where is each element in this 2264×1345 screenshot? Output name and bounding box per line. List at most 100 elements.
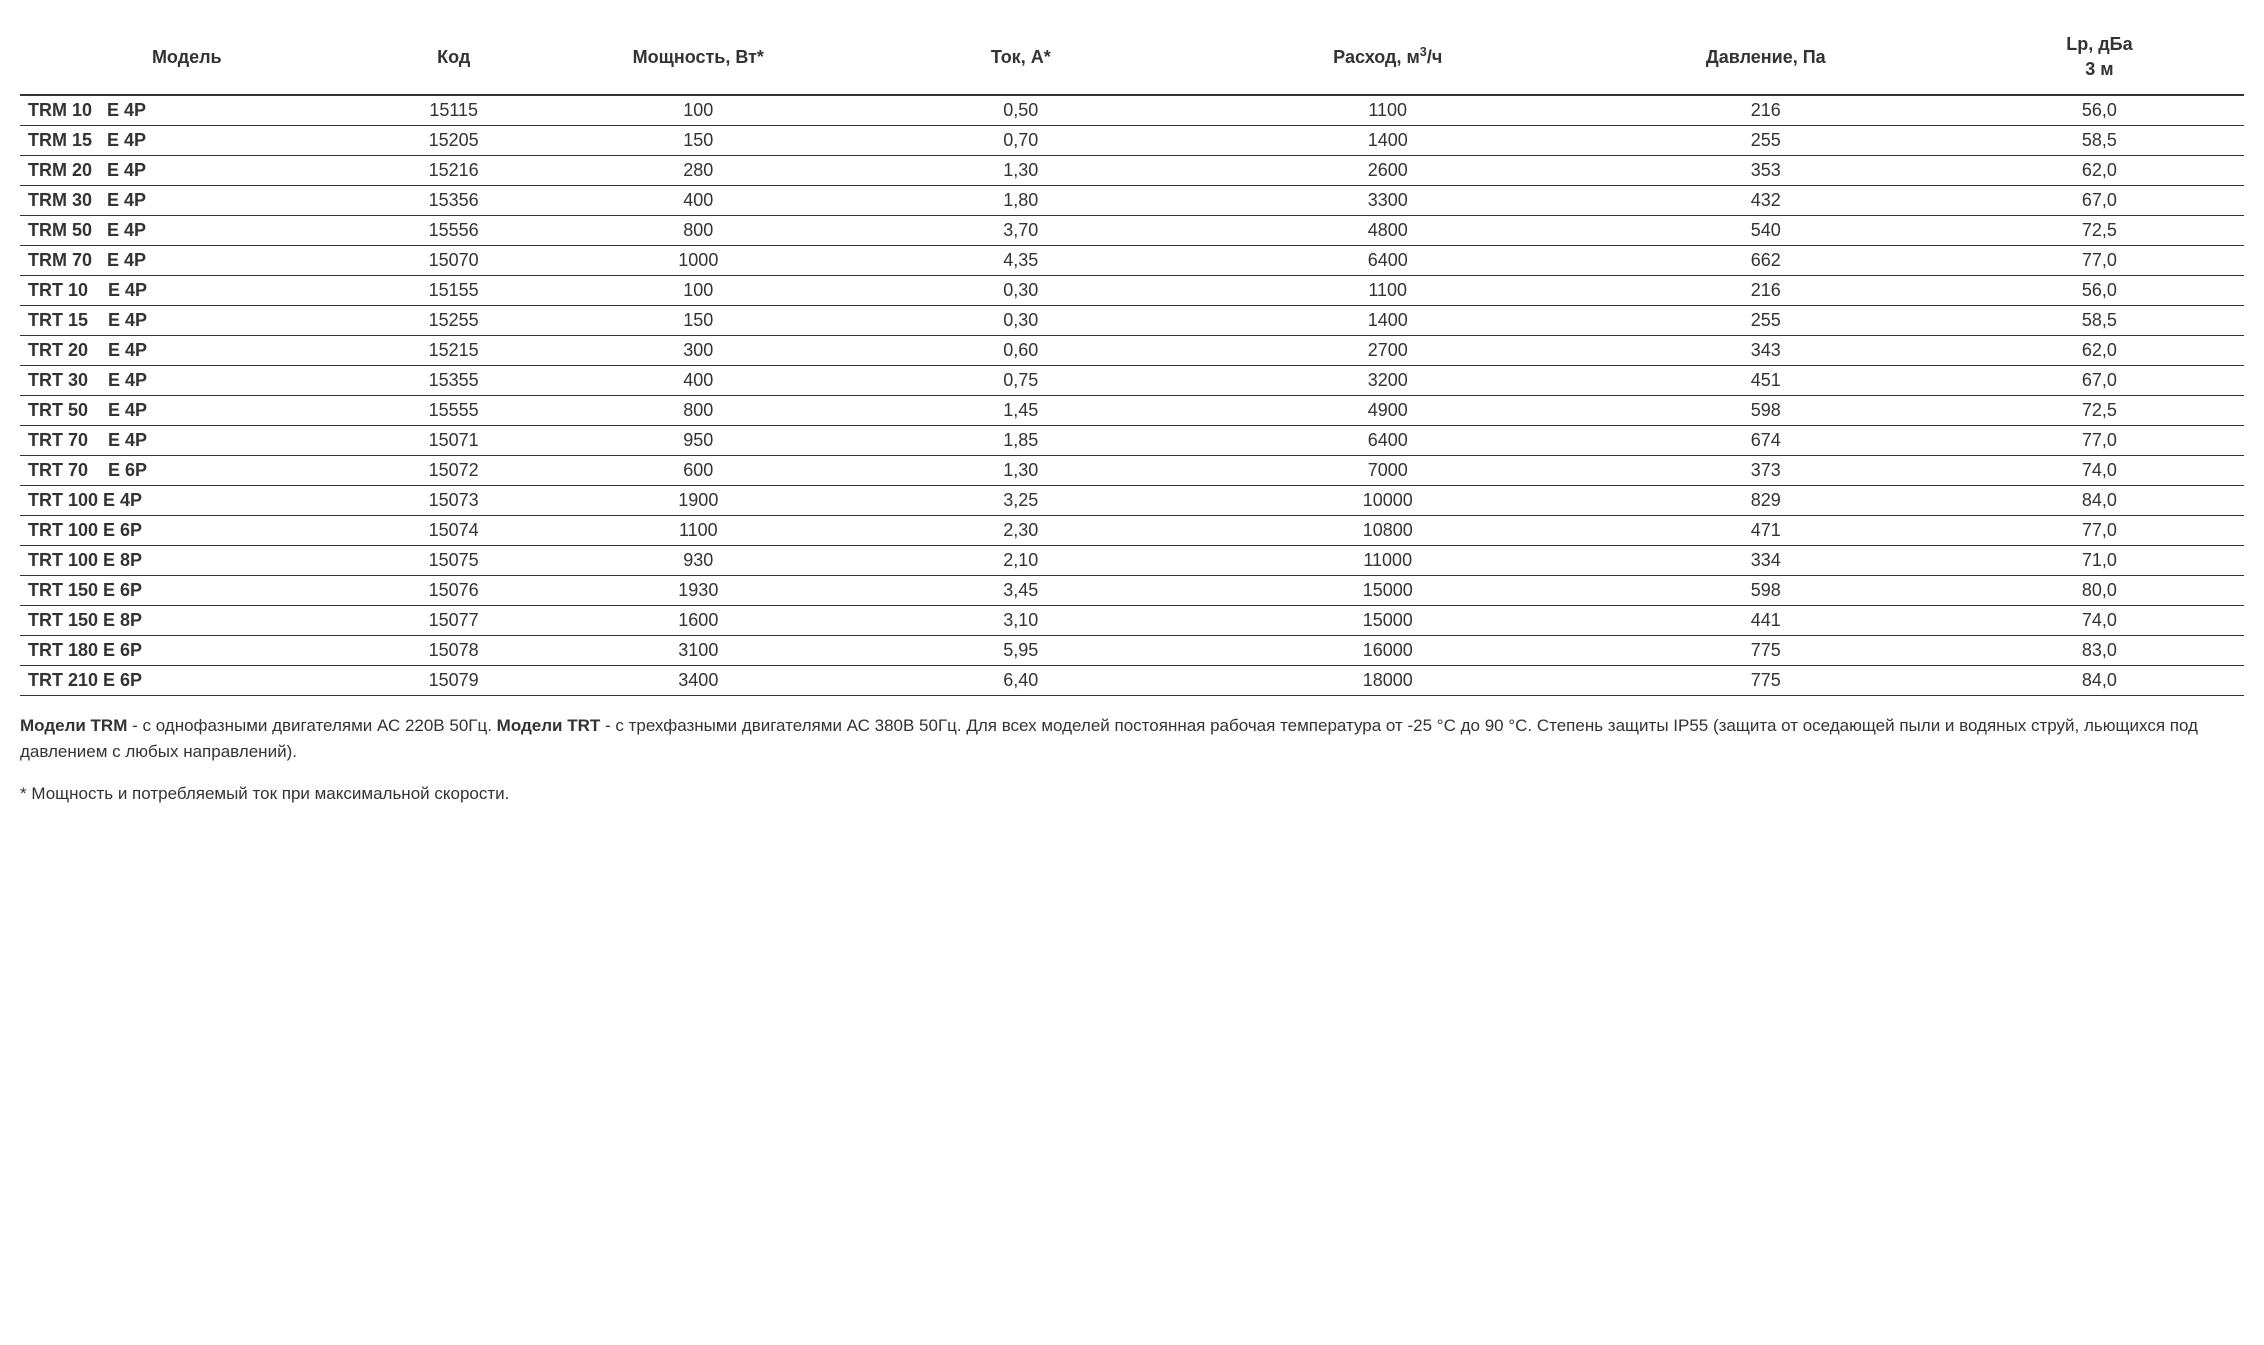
table-row: TRT 15 E 4P152551500,30140025558,5	[20, 306, 2244, 336]
table-cell: 280	[554, 156, 843, 186]
table-cell: 255	[1577, 306, 1955, 336]
table-cell: 432	[1577, 186, 1955, 216]
table-cell: 6400	[1199, 246, 1577, 276]
table-row: TRM 50 E 4P155568003,70480054072,5	[20, 216, 2244, 246]
table-cell: 150	[554, 126, 843, 156]
table-cell: 829	[1577, 486, 1955, 516]
table-cell: TRT 150 E 6P	[20, 576, 354, 606]
table-cell: 540	[1577, 216, 1955, 246]
table-cell: 0,70	[843, 126, 1199, 156]
table-cell: 2700	[1199, 336, 1577, 366]
table-cell: 72,5	[1955, 216, 2244, 246]
table-cell: 1,30	[843, 156, 1199, 186]
footnote: Модели TRM - с однофазными двигателями А…	[20, 713, 2244, 807]
table-cell: 15077	[354, 606, 554, 636]
table-row: TRT 180 E 6P1507831005,951600077583,0	[20, 636, 2244, 666]
table-cell: 15216	[354, 156, 554, 186]
table-cell: 950	[554, 426, 843, 456]
table-cell: 67,0	[1955, 366, 2244, 396]
footnote-trt-label: Модели TRT	[497, 716, 601, 735]
table-cell: 255	[1577, 126, 1955, 156]
spec-table: Модель Код Мощность, Вт* Ток, А* Расход,…	[20, 20, 2244, 696]
table-cell: 72,5	[1955, 396, 2244, 426]
table-cell: 3,25	[843, 486, 1199, 516]
table-cell: 15078	[354, 636, 554, 666]
table-cell: 67,0	[1955, 186, 2244, 216]
table-cell: 84,0	[1955, 486, 2244, 516]
table-row: TRT 150 E 8P1507716003,101500044174,0	[20, 606, 2244, 636]
table-cell: 15555	[354, 396, 554, 426]
table-cell: TRT 100 E 8P	[20, 546, 354, 576]
table-row: TRT 10 E 4P151551000,30110021656,0	[20, 276, 2244, 306]
table-cell: 58,5	[1955, 126, 2244, 156]
table-cell: TRT 210 E 6P	[20, 666, 354, 696]
table-cell: 0,30	[843, 276, 1199, 306]
table-cell: TRM 70 E 4P	[20, 246, 354, 276]
table-cell: 3,45	[843, 576, 1199, 606]
table-cell: 15070	[354, 246, 554, 276]
table-cell: 775	[1577, 636, 1955, 666]
table-cell: 74,0	[1955, 606, 2244, 636]
table-cell: TRT 150 E 8P	[20, 606, 354, 636]
table-cell: 15556	[354, 216, 554, 246]
table-cell: 1100	[1199, 95, 1577, 126]
table-cell: 1400	[1199, 306, 1577, 336]
table-cell: 150	[554, 306, 843, 336]
table-cell: 83,0	[1955, 636, 2244, 666]
table-cell: 58,5	[1955, 306, 2244, 336]
table-cell: 800	[554, 396, 843, 426]
table-cell: 400	[554, 186, 843, 216]
table-cell: 4800	[1199, 216, 1577, 246]
table-cell: 56,0	[1955, 95, 2244, 126]
table-cell: 930	[554, 546, 843, 576]
table-cell: 1400	[1199, 126, 1577, 156]
table-cell: 400	[554, 366, 843, 396]
table-cell: 11000	[1199, 546, 1577, 576]
table-cell: 6400	[1199, 426, 1577, 456]
table-cell: 10000	[1199, 486, 1577, 516]
table-cell: 3400	[554, 666, 843, 696]
table-cell: 74,0	[1955, 456, 2244, 486]
table-cell: 15000	[1199, 606, 1577, 636]
table-cell: 662	[1577, 246, 1955, 276]
table-row: TRT 70 E 6P150726001,30700037374,0	[20, 456, 2244, 486]
table-cell: 84,0	[1955, 666, 2244, 696]
table-cell: 100	[554, 95, 843, 126]
table-cell: 216	[1577, 95, 1955, 126]
footnote-models: Модели TRM - с однофазными двигателями А…	[20, 713, 2244, 764]
table-cell: 598	[1577, 396, 1955, 426]
table-cell: TRM 20 E 4P	[20, 156, 354, 186]
col-header-sound: Lp, дБа3 м	[1955, 20, 2244, 95]
table-cell: 15074	[354, 516, 554, 546]
table-cell: 674	[1577, 426, 1955, 456]
table-cell: 15155	[354, 276, 554, 306]
footnote-trm-text: - с однофазными двигателями АС 220В 50Гц…	[127, 716, 496, 735]
table-row: TRT 70 E 4P150719501,85640067477,0	[20, 426, 2244, 456]
col-header-current: Ток, А*	[843, 20, 1199, 95]
table-cell: 3,70	[843, 216, 1199, 246]
table-cell: 77,0	[1955, 426, 2244, 456]
header-row: Модель Код Мощность, Вт* Ток, А* Расход,…	[20, 20, 2244, 95]
table-cell: 15115	[354, 95, 554, 126]
col-header-code: Код	[354, 20, 554, 95]
table-cell: TRT 100 E 6P	[20, 516, 354, 546]
table-cell: 343	[1577, 336, 1955, 366]
table-cell: 4900	[1199, 396, 1577, 426]
table-cell: 4,35	[843, 246, 1199, 276]
table-cell: 15076	[354, 576, 554, 606]
table-cell: TRT 20 E 4P	[20, 336, 354, 366]
table-cell: 16000	[1199, 636, 1577, 666]
table-cell: 18000	[1199, 666, 1577, 696]
table-cell: TRM 50 E 4P	[20, 216, 354, 246]
table-cell: 0,30	[843, 306, 1199, 336]
table-cell: 1100	[1199, 276, 1577, 306]
table-cell: 3100	[554, 636, 843, 666]
table-cell: 15071	[354, 426, 554, 456]
table-cell: 15075	[354, 546, 554, 576]
table-cell: 80,0	[1955, 576, 2244, 606]
table-row: TRT 50 E 4P155558001,45490059872,5	[20, 396, 2244, 426]
table-cell: 1,80	[843, 186, 1199, 216]
table-cell: 2600	[1199, 156, 1577, 186]
table-cell: 3300	[1199, 186, 1577, 216]
table-cell: 451	[1577, 366, 1955, 396]
